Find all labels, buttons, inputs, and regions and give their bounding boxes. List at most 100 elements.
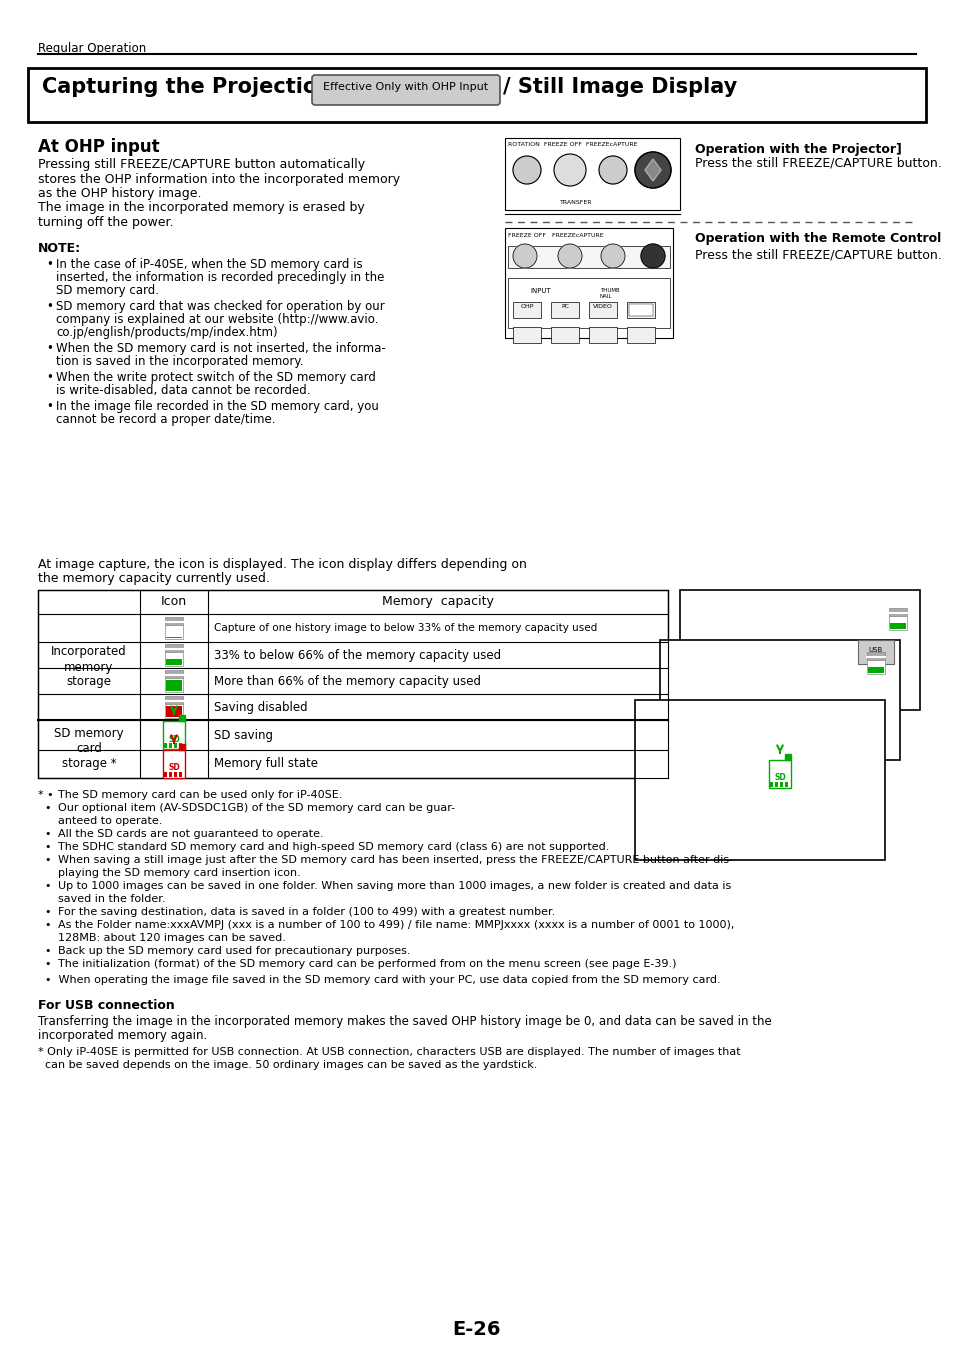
- Bar: [507, 246, 669, 269]
- Bar: [169, 743, 172, 748]
- Bar: [38, 590, 667, 778]
- Bar: [513, 302, 540, 319]
- Text: * Only iP-40SE is permitted for USB connection. At USB connection, characters US: * Only iP-40SE is permitted for USB conn…: [38, 1048, 740, 1057]
- Text: The image in the incorporated memory is erased by: The image in the incorporated memory is …: [38, 201, 364, 215]
- Bar: [659, 640, 899, 760]
- Text: co.jp/english/products/mp/index.htm): co.jp/english/products/mp/index.htm): [56, 325, 277, 339]
- Text: USB: USB: [868, 647, 882, 653]
- Text: Back up the SD memory card used for precautionary purposes.: Back up the SD memory card used for prec…: [58, 946, 410, 956]
- Text: Pressing still FREEZE/CAPTURE button automatically: Pressing still FREEZE/CAPTURE button aut…: [38, 158, 365, 171]
- Text: •: •: [46, 300, 52, 313]
- Bar: [867, 667, 883, 674]
- Text: •: •: [38, 842, 51, 852]
- Bar: [628, 304, 652, 316]
- Text: •: •: [38, 829, 51, 838]
- Text: Regular Operation: Regular Operation: [38, 42, 146, 55]
- Circle shape: [513, 157, 540, 184]
- Bar: [165, 617, 183, 625]
- Bar: [164, 772, 167, 778]
- Text: INPUT: INPUT: [530, 288, 550, 294]
- Text: inserted, the information is recorded precedingly in the: inserted, the information is recorded pr…: [56, 271, 384, 284]
- Text: At image capture, the icon is displayed. The icon display differs depending on: At image capture, the icon is displayed.…: [38, 558, 526, 571]
- Bar: [504, 138, 679, 211]
- Text: SD memory
card
storage *: SD memory card storage *: [54, 728, 124, 771]
- Polygon shape: [179, 716, 185, 721]
- Circle shape: [640, 244, 664, 269]
- Bar: [866, 652, 884, 660]
- Text: THUMB
NAIL: THUMB NAIL: [599, 288, 619, 298]
- Text: turning off the power.: turning off the power.: [38, 216, 173, 230]
- Text: •: •: [38, 855, 51, 865]
- Bar: [866, 660, 884, 674]
- Bar: [551, 327, 578, 343]
- Bar: [166, 706, 182, 717]
- Bar: [179, 743, 182, 748]
- Bar: [164, 743, 167, 748]
- Text: can be saved depends on the image. 50 ordinary images can be saved as the yardst: can be saved depends on the image. 50 or…: [38, 1060, 537, 1071]
- Bar: [165, 670, 183, 678]
- Bar: [165, 625, 183, 639]
- Bar: [679, 590, 919, 710]
- Bar: [588, 327, 617, 343]
- Text: OHP: OHP: [519, 304, 533, 309]
- Text: * •: * •: [38, 790, 53, 801]
- Polygon shape: [179, 744, 185, 751]
- Bar: [173, 772, 177, 778]
- Bar: [28, 68, 925, 122]
- Bar: [889, 622, 905, 629]
- Text: playing the SD memory card insertion icon.: playing the SD memory card insertion ico…: [58, 868, 300, 878]
- Text: In the image file recorded in the SD memory card, you: In the image file recorded in the SD mem…: [56, 400, 378, 413]
- Bar: [780, 782, 782, 787]
- Text: When the SD memory card is not inserted, the informa-: When the SD memory card is not inserted,…: [56, 342, 385, 355]
- Circle shape: [554, 154, 585, 186]
- Text: •: •: [38, 958, 51, 969]
- Text: 33% to below 66% of the memory capacity used: 33% to below 66% of the memory capacity …: [213, 648, 500, 662]
- Bar: [769, 782, 772, 787]
- Text: Operation with the Projector]: Operation with the Projector]: [695, 143, 901, 157]
- Text: In the case of iP-40SE, when the SD memory card is: In the case of iP-40SE, when the SD memo…: [56, 258, 362, 271]
- Bar: [166, 659, 182, 666]
- Text: Operation with the Remote Control: Operation with the Remote Control: [695, 232, 941, 244]
- Text: •: •: [38, 882, 51, 891]
- Text: FREEZE OFF   FREEZEсAPTURE: FREEZE OFF FREEZEсAPTURE: [507, 234, 603, 238]
- Text: Icon: Icon: [161, 595, 187, 608]
- Text: The SDHC standard SD memory card and high-speed SD memory card (class 6) are not: The SDHC standard SD memory card and hig…: [58, 842, 609, 852]
- Text: Press the still FREEZE/CAPTURE button.: Press the still FREEZE/CAPTURE button.: [695, 157, 941, 170]
- Text: •: •: [38, 919, 51, 930]
- Text: SD memory card.: SD memory card.: [56, 284, 159, 297]
- Text: company is explained at our website (http://www.avio.: company is explained at our website (htt…: [56, 313, 378, 325]
- Text: At OHP input: At OHP input: [38, 138, 159, 157]
- Text: Memory  capacity: Memory capacity: [381, 595, 494, 608]
- Text: NOTE:: NOTE:: [38, 242, 81, 255]
- Bar: [179, 772, 182, 778]
- Bar: [173, 743, 177, 748]
- Text: •  When operating the image file saved in the SD memory card with your PC, use d: • When operating the image file saved in…: [38, 975, 720, 985]
- Text: •: •: [46, 342, 52, 355]
- Text: cannot be record a proper date/time.: cannot be record a proper date/time.: [56, 413, 275, 427]
- Circle shape: [600, 244, 624, 269]
- Text: •: •: [46, 400, 52, 413]
- Text: •: •: [38, 946, 51, 956]
- Text: 128MB: about 120 images can be saved.: 128MB: about 120 images can be saved.: [58, 933, 286, 944]
- Bar: [165, 697, 183, 703]
- Circle shape: [513, 244, 537, 269]
- Text: VIDEO: VIDEO: [593, 304, 612, 309]
- Polygon shape: [644, 159, 660, 181]
- Text: More than 66% of the memory capacity used: More than 66% of the memory capacity use…: [213, 675, 480, 687]
- Text: Capturing the Projection Image: Capturing the Projection Image: [42, 77, 412, 97]
- Text: PC: PC: [560, 304, 568, 309]
- Bar: [163, 721, 185, 749]
- Text: Press the still FREEZE/CAPTURE button.: Press the still FREEZE/CAPTURE button.: [695, 248, 941, 261]
- Bar: [507, 278, 669, 328]
- Text: When saving a still image just after the SD memory card has been inserted, press: When saving a still image just after the…: [58, 855, 732, 865]
- Bar: [784, 782, 787, 787]
- Text: For the saving destination, data is saved in a folder (100 to 499) with a greate: For the saving destination, data is save…: [58, 907, 555, 917]
- Text: When the write protect switch of the SD memory card: When the write protect switch of the SD …: [56, 371, 375, 383]
- Text: Incorporated
memory
storage: Incorporated memory storage: [51, 645, 127, 688]
- Text: stores the OHP information into the incorporated memory: stores the OHP information into the inco…: [38, 173, 399, 185]
- Text: Transferring the image in the incorporated memory makes the saved OHP history im: Transferring the image in the incorporat…: [38, 1015, 771, 1027]
- Text: SD: SD: [773, 774, 785, 783]
- Text: ROTATION  FREEZE OFF  FREEZEсAPTURE: ROTATION FREEZE OFF FREEZEсAPTURE: [507, 142, 637, 147]
- Bar: [626, 327, 655, 343]
- Text: E-26: E-26: [453, 1320, 500, 1339]
